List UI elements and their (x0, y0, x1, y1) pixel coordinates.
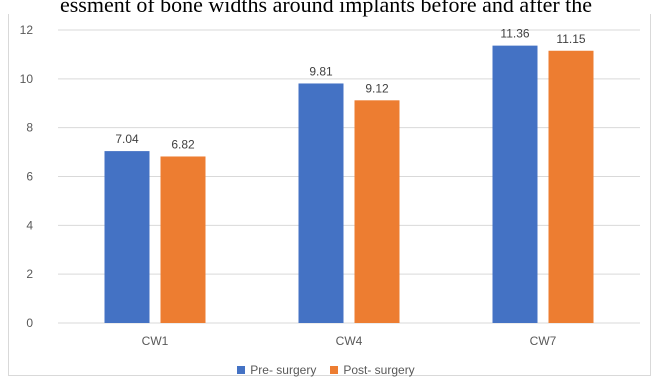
bar-cw7-post-surgery (548, 50, 594, 324)
chart-frame (8, 14, 651, 376)
x-tick-label: CW1 (142, 334, 169, 348)
data-label: 11.36 (500, 27, 529, 41)
data-label: 6.82 (171, 137, 195, 151)
legend-swatch-pre-surgery (237, 366, 246, 374)
y-tick-label: 8 (26, 121, 33, 135)
bar-cw4-pre-surgery (298, 83, 344, 323)
y-tick-label: 6 (26, 170, 33, 184)
legend-label-post-surgery: Post- surgery (343, 363, 415, 377)
legend-swatch-post-surgery (330, 366, 339, 374)
data-labels: 7.04 6.82 9.81 9.12 11.36 11.15 (115, 27, 586, 152)
y-tick-label: 2 (26, 267, 33, 281)
y-tick-label: 12 (20, 23, 34, 37)
legend-label-pre-surgery: Pre- surgery (250, 363, 317, 377)
bars (104, 45, 594, 324)
y-tick-label: 10 (20, 72, 34, 86)
gridlines (58, 29, 640, 324)
x-tick-label: CW7 (530, 334, 557, 348)
data-label: 11.15 (556, 32, 585, 46)
bar-cw1-pre-surgery (104, 151, 150, 323)
data-label: 9.12 (365, 81, 389, 95)
y-tick-label: 0 (26, 316, 33, 330)
y-tick-label: 4 (26, 218, 33, 232)
legend-item-pre-surgery: Pre- surgery (237, 363, 316, 377)
bar-cw7-pre-surgery (492, 45, 538, 323)
bar-chart: 0 2 4 6 8 10 12 7.04 6.82 9.81 9.12 11.36 11.15 CW1… (20, 23, 640, 348)
legend: Pre- surgery Post- surgery (0, 362, 652, 378)
data-label: 7.04 (115, 132, 139, 146)
data-label: 9.81 (309, 64, 333, 78)
legend-item-post-surgery: Post- surgery (330, 363, 415, 377)
chart-title: essment of bone widths around implants b… (59, 0, 593, 17)
x-tick-label: CW4 (336, 334, 363, 348)
bar-cw4-post-surgery (354, 100, 400, 323)
bar-cw1-post-surgery (160, 156, 206, 323)
x-axis-ticks: CW1 CW4 CW7 (142, 334, 557, 348)
y-axis-ticks: 0 2 4 6 8 10 12 (20, 23, 34, 330)
